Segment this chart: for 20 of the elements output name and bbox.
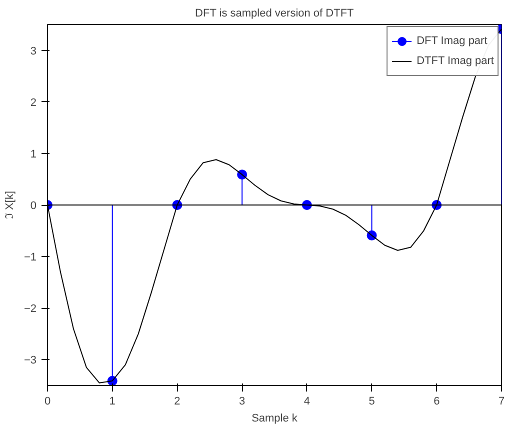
y-axis-title: ℑ X[k] <box>4 190 16 220</box>
x-tick-label: 2 <box>174 396 180 408</box>
x-tick-label: 7 <box>498 396 505 408</box>
y-tick-label: −1 <box>24 252 37 264</box>
legend-label: DFT Imag part <box>416 35 488 47</box>
y-tick-label: 2 <box>30 96 37 109</box>
chart-title: DFT is sampled version of DTFT <box>195 8 354 20</box>
x-tick-label: 5 <box>368 396 375 408</box>
x-tick-label: 0 <box>44 396 51 408</box>
x-tick-label: 4 <box>304 396 310 408</box>
x-tick-label: 1 <box>109 396 116 408</box>
y-tick-label: 0 <box>30 200 37 212</box>
x-tick-label: 6 <box>434 396 440 408</box>
y-tick-label: −2 <box>24 303 37 316</box>
x-axis-title: Sample k <box>252 412 298 424</box>
y-tick-label: 1 <box>30 148 37 160</box>
legend-label: DTFT Imag part <box>416 55 494 67</box>
y-tick-label: −3 <box>24 354 37 367</box>
x-tick-label: 3 <box>239 396 246 408</box>
y-tick-label: 3 <box>30 45 37 58</box>
